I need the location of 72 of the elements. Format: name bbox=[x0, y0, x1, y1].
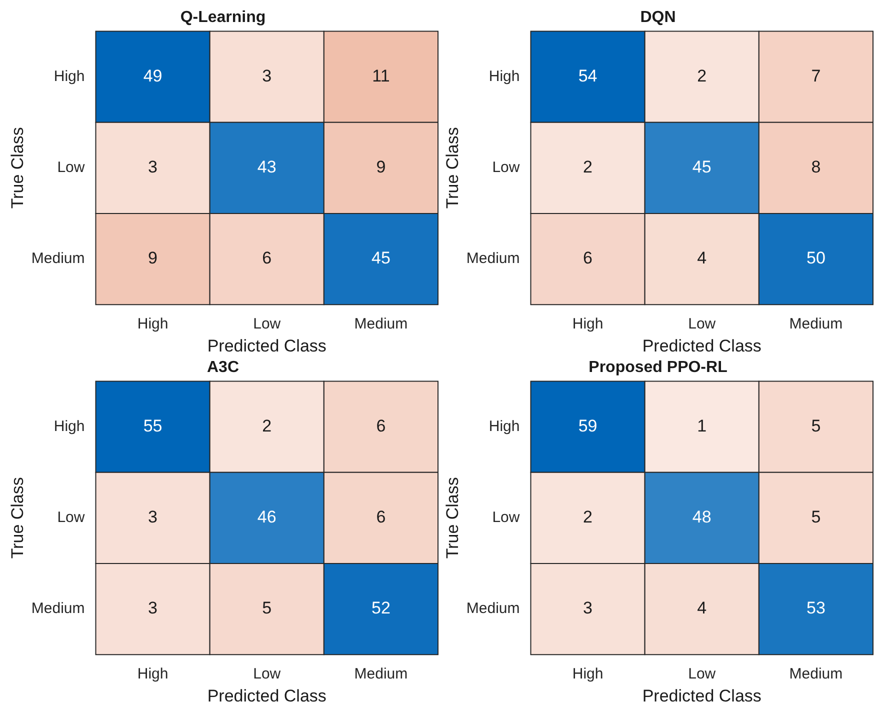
y-tick-label: Medium bbox=[31, 250, 85, 268]
y-tick-label: High bbox=[488, 418, 520, 435]
data-label: 55 bbox=[143, 416, 162, 436]
y-tick-label: High bbox=[54, 68, 85, 85]
data-label: 11 bbox=[372, 66, 390, 86]
data-label: 4 bbox=[697, 598, 707, 618]
x-axis-title: Predicted Class bbox=[207, 686, 326, 706]
y-tick-label: High bbox=[54, 418, 85, 435]
data-label: 2 bbox=[583, 508, 593, 527]
x-tick-label: High bbox=[572, 666, 604, 683]
data-label: 4 bbox=[697, 248, 707, 268]
y-axis-title: True Class bbox=[442, 127, 462, 209]
data-label: 5 bbox=[262, 598, 272, 618]
data-label: 5 bbox=[811, 508, 821, 527]
data-label: 5 bbox=[811, 416, 821, 436]
data-label: 8 bbox=[811, 158, 821, 177]
data-label: 3 bbox=[262, 66, 272, 86]
data-label: 48 bbox=[692, 508, 712, 527]
x-tick-label: Medium bbox=[354, 316, 408, 333]
y-tick-label: Low bbox=[57, 159, 85, 176]
data-label: 9 bbox=[148, 248, 158, 268]
chart-title: A3C bbox=[206, 359, 240, 376]
data-label: 59 bbox=[578, 416, 598, 436]
x-axis-title: Predicted Class bbox=[642, 336, 762, 356]
x-tick-label: Medium bbox=[789, 316, 843, 333]
data-label: 46 bbox=[257, 508, 276, 527]
y-axis-title: True Class bbox=[442, 477, 462, 559]
chart-title: Q-Learning bbox=[180, 9, 266, 26]
y-tick-label: Medium bbox=[31, 600, 85, 618]
data-label: 43 bbox=[257, 158, 276, 177]
data-label: 9 bbox=[376, 158, 386, 177]
y-tick-label: Low bbox=[57, 509, 85, 526]
x-tick-label: Medium bbox=[789, 666, 843, 683]
data-label: 45 bbox=[692, 158, 712, 177]
x-axis-title: Predicted Class bbox=[207, 336, 326, 356]
data-label: 6 bbox=[376, 508, 386, 527]
x-tick-label: High bbox=[572, 316, 604, 333]
data-label: 3 bbox=[148, 508, 158, 527]
y-axis-title: True Class bbox=[8, 127, 27, 209]
data-label: 2 bbox=[583, 158, 593, 177]
data-label: 1 bbox=[697, 416, 707, 436]
y-axis-title: True Class bbox=[8, 477, 27, 559]
chart-title: DQN bbox=[640, 9, 676, 26]
x-tick-label: Low bbox=[253, 316, 281, 333]
x-tick-label: High bbox=[137, 316, 168, 333]
x-tick-label: High bbox=[137, 666, 168, 683]
data-label: 53 bbox=[806, 598, 826, 618]
data-label: 45 bbox=[371, 248, 390, 268]
data-label: 2 bbox=[262, 416, 272, 436]
x-tick-label: Low bbox=[253, 666, 281, 683]
data-label: 6 bbox=[376, 416, 386, 436]
x-tick-label: Medium bbox=[354, 666, 408, 683]
data-label: 2 bbox=[697, 66, 707, 86]
y-tick-label: High bbox=[488, 68, 520, 85]
chart-title: Proposed PPO-RL bbox=[588, 359, 728, 376]
data-label: 6 bbox=[262, 248, 272, 268]
y-tick-label: Medium bbox=[466, 250, 520, 268]
data-label: 52 bbox=[371, 598, 390, 618]
data-label: 49 bbox=[143, 66, 162, 86]
x-tick-label: Low bbox=[688, 316, 716, 333]
data-label: 50 bbox=[806, 248, 826, 268]
data-label: 3 bbox=[148, 598, 158, 618]
x-axis-title: Predicted Class bbox=[642, 686, 762, 706]
x-tick-label: Low bbox=[688, 666, 716, 683]
data-label: 54 bbox=[578, 66, 598, 86]
data-label: 3 bbox=[148, 158, 158, 177]
data-label: 6 bbox=[583, 248, 593, 268]
data-label: 3 bbox=[583, 598, 593, 618]
data-label: 7 bbox=[811, 66, 821, 86]
y-tick-label: Low bbox=[492, 159, 520, 176]
y-tick-label: Medium bbox=[466, 600, 520, 618]
y-tick-label: Low bbox=[492, 509, 520, 526]
